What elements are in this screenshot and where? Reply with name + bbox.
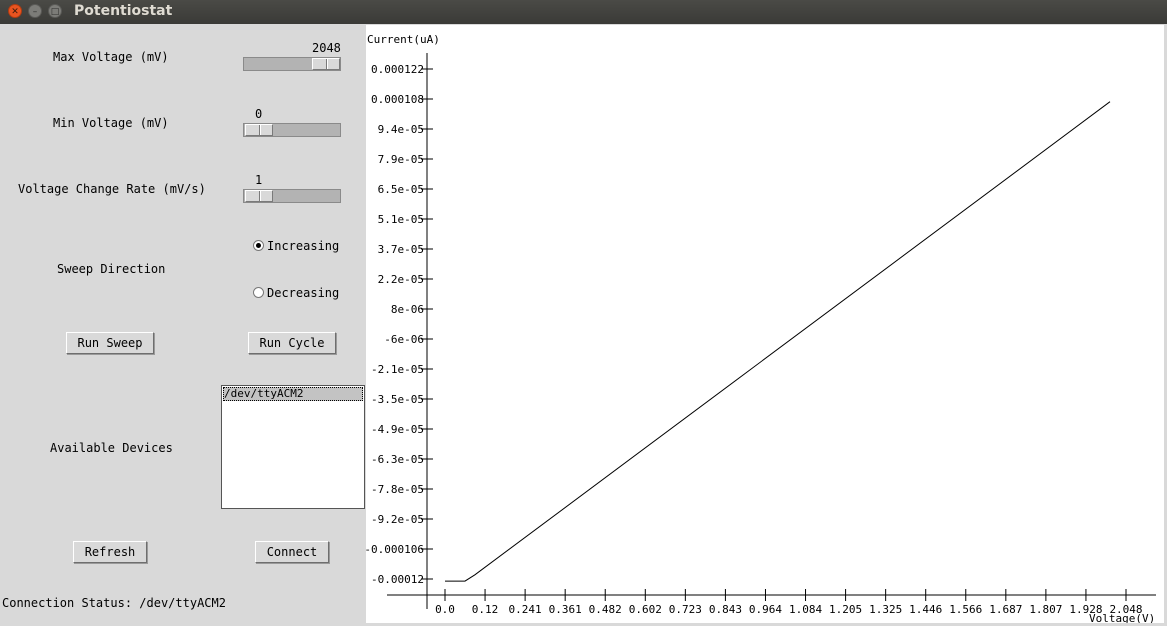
y-tick-label: -0.00012 [371, 573, 424, 586]
min-voltage-slider-thumb[interactable] [245, 124, 273, 136]
y-tick-label: 0.000108 [371, 93, 424, 106]
x-tick-label: 0.843 [709, 603, 742, 616]
current-voltage-chart: 0.000122 0.000108 9.4e-05 7.9e-05 6.5e-05 5.1… [364, 33, 1156, 625]
y-tick-label: 8e-06 [391, 303, 424, 316]
max-voltage-label: Max Voltage (mV) [53, 50, 169, 64]
run-sweep-button[interactable]: Run Sweep [66, 332, 154, 354]
y-tick-label: -0.000106 [366, 543, 424, 556]
x-tick-label: 1.325 [869, 603, 902, 616]
radio-decreasing-label: Decreasing [267, 286, 340, 300]
x-tick-label: 0.0 [435, 603, 455, 616]
y-axis-label: Current(uA) [367, 33, 440, 46]
radio-selected-icon[interactable] [253, 240, 264, 251]
min-voltage-slider[interactable] [243, 123, 341, 137]
rate-slider-thumb[interactable] [245, 190, 273, 202]
x-axis-label: Voltage(V) [1089, 612, 1155, 623]
plot-area: 0.000122 0.000108 9.4e-05 7.9e-05 6.5e-05 5.1… [364, 25, 1164, 625]
radio-increasing[interactable]: Increasing [253, 239, 339, 253]
x-tick-label: 1.205 [829, 603, 862, 616]
x-tick-label: 0.12 [472, 603, 499, 616]
list-item[interactable]: /dev/ttyACM2 [223, 387, 363, 401]
x-tick-label: 1.446 [909, 603, 942, 616]
radio-decreasing[interactable]: Decreasing [253, 286, 339, 300]
y-tick-label: -7.8e-05 [371, 483, 424, 496]
run-cycle-button[interactable]: Run Cycle [248, 332, 336, 354]
refresh-button[interactable]: Refresh [73, 541, 147, 563]
radio-unselected-icon[interactable] [253, 287, 264, 298]
x-tick-label: 2.048 [1109, 603, 1142, 616]
max-voltage-slider[interactable] [243, 57, 341, 71]
x-tick-label: 0.723 [669, 603, 702, 616]
maximize-icon[interactable]: □ [48, 4, 62, 18]
close-icon[interactable]: ✕ [8, 4, 22, 18]
max-voltage-slider-thumb[interactable] [312, 58, 340, 70]
y-tick-label: -2.1e-05 [371, 363, 424, 376]
y-tick-label: 3.7e-05 [378, 243, 424, 256]
y-tick-label: 2.2e-05 [378, 273, 424, 286]
y-tick-label: 7.9e-05 [378, 153, 424, 166]
radio-increasing-label: Increasing [267, 239, 340, 253]
y-tick-label: 0.000122 [371, 63, 424, 76]
window-title: Potentiostat [74, 3, 173, 19]
x-tick-label: 1.566 [949, 603, 982, 616]
series-line [445, 101, 1111, 582]
minimize-icon[interactable]: – [28, 4, 42, 18]
x-tick-label: 1.687 [989, 603, 1022, 616]
title-bar: ✕ – □ Potentiostat [0, 0, 1167, 24]
connect-button[interactable]: Connect [255, 541, 329, 563]
x-tick-label: 0.361 [549, 603, 582, 616]
x-tick-label: 0.482 [589, 603, 622, 616]
devices-listbox[interactable]: /dev/ttyACM2 [221, 385, 365, 509]
y-tick-label: -6e-06 [384, 333, 424, 346]
connection-status: Connection Status: /dev/ttyACM2 [2, 596, 226, 610]
sweep-direction-label: Sweep Direction [57, 262, 166, 276]
x-tick-label: 1.807 [1029, 603, 1062, 616]
max-voltage-value: 2048 [312, 41, 341, 55]
y-tick-label: 5.1e-05 [378, 213, 424, 226]
y-tick-label: -4.9e-05 [371, 423, 424, 436]
x-tick-label: 1.084 [789, 603, 822, 616]
rate-slider[interactable] [243, 189, 341, 203]
x-tick-label: 0.241 [509, 603, 542, 616]
min-voltage-value: 0 [255, 107, 263, 121]
rate-value: 1 [255, 173, 263, 187]
available-devices-label: Available Devices [50, 441, 173, 455]
y-tick-label: -9.2e-05 [371, 513, 424, 526]
y-tick-label: 6.5e-05 [378, 183, 424, 196]
x-tick-label: 0.964 [749, 603, 782, 616]
y-tick-label: -6.3e-05 [371, 453, 424, 466]
min-voltage-label: Min Voltage (mV) [53, 116, 169, 130]
x-tick-label: 1.928 [1069, 603, 1102, 616]
y-tick-label: 9.4e-05 [378, 123, 424, 136]
y-tick-label: -3.5e-05 [371, 393, 424, 406]
x-tick-label: 0.602 [629, 603, 662, 616]
rate-label: Voltage Change Rate (mV/s) [18, 182, 206, 196]
